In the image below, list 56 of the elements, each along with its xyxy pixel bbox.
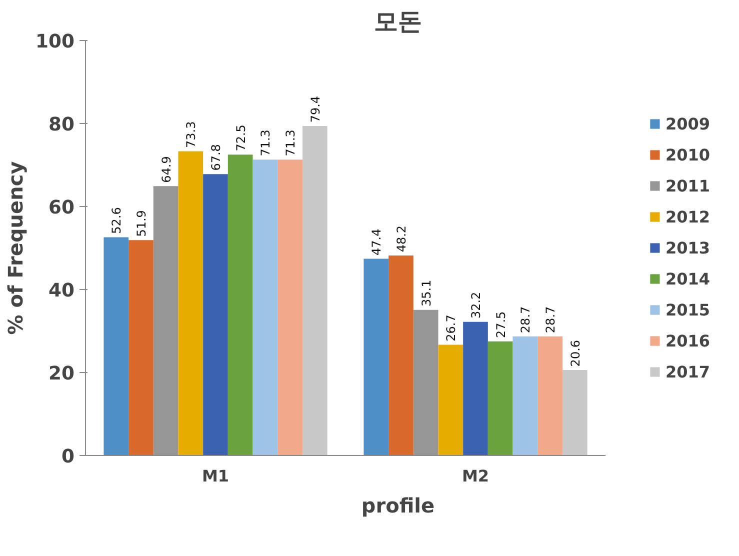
legend-label: 2014: [665, 269, 710, 288]
y-tick-label: 60: [48, 198, 75, 218]
bar: [463, 322, 488, 456]
x-axis-title: profile: [361, 494, 435, 518]
x-tick-label: M2: [462, 466, 490, 486]
bar: [538, 336, 562, 456]
bar: [252, 160, 278, 456]
bar: [178, 151, 204, 456]
bar: [562, 370, 588, 456]
data-label: 73.3: [184, 121, 198, 148]
y-tick-label: 80: [48, 114, 75, 136]
bar: [413, 310, 438, 456]
data-label: 64.9: [159, 156, 174, 183]
y-tick-label: 0: [62, 446, 75, 468]
bar: [364, 258, 389, 456]
bar: [488, 341, 513, 456]
bar: [278, 160, 302, 456]
chart-title: 모돈: [374, 8, 422, 36]
data-label: 35.1: [419, 280, 434, 307]
bar: [203, 174, 228, 456]
y-tick-label: 40: [48, 280, 75, 302]
legend-label: 2011: [665, 176, 710, 195]
y-tick-label: 20: [48, 364, 75, 384]
bar: [128, 240, 154, 456]
data-label: 26.7: [444, 314, 458, 342]
data-label: 20.6: [568, 340, 582, 367]
legend-label: 2010: [665, 145, 710, 164]
data-label: 72.5: [234, 124, 248, 152]
data-label: 67.8: [209, 144, 223, 171]
x-tick-label: M1: [202, 466, 230, 486]
data-label: 47.4: [370, 228, 384, 256]
bar: [228, 154, 253, 456]
legend-label: 2016: [665, 331, 710, 350]
data-label: 79.4: [308, 96, 322, 123]
data-label: 48.2: [394, 225, 408, 252]
y-tick-label: 100: [36, 32, 75, 52]
data-label: 71.3: [284, 130, 298, 156]
data-label: 27.5: [494, 311, 508, 338]
legend-label: 2015: [665, 300, 710, 319]
bar: [153, 186, 178, 456]
data-label: 28.7: [518, 306, 533, 334]
bar: [388, 255, 414, 456]
bar: [104, 237, 129, 456]
data-label: 51.9: [134, 210, 148, 237]
bar: [302, 126, 328, 456]
legend-label: 2017: [665, 362, 710, 381]
legend-label: 2012: [665, 207, 710, 226]
bar: [438, 344, 464, 456]
data-label: 71.3: [258, 130, 273, 156]
legend-label: 2009: [665, 114, 710, 133]
bar: [512, 336, 538, 456]
data-label: 52.6: [110, 207, 124, 234]
legend-label: 2013: [665, 238, 710, 257]
data-label: 32.2: [469, 292, 483, 319]
data-label: 28.7: [544, 306, 558, 334]
y-axis-title: % of Frequency: [4, 161, 28, 335]
